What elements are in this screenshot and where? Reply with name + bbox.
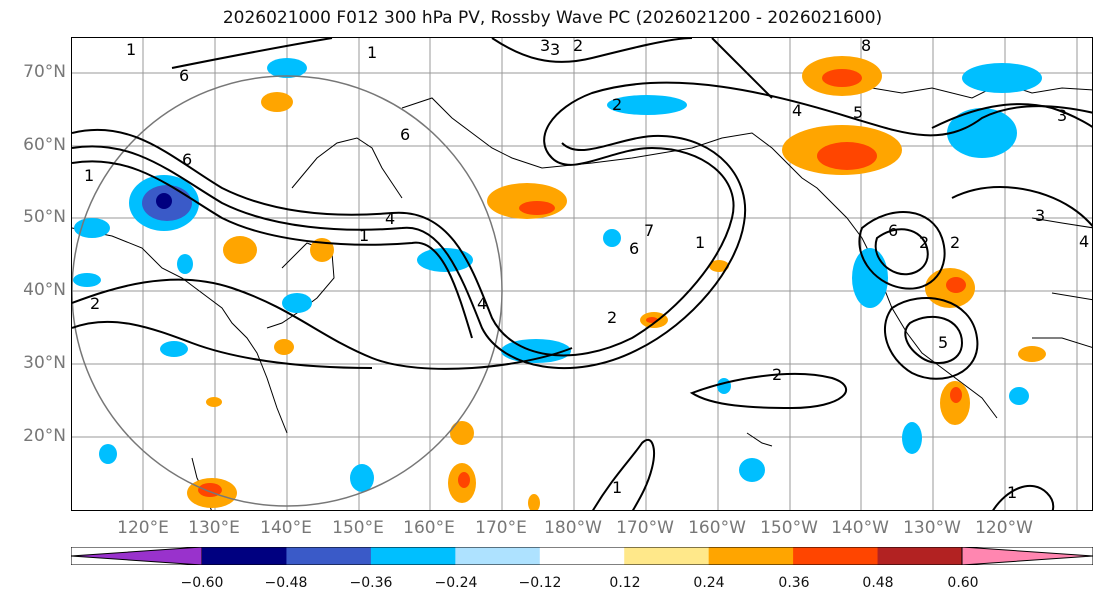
contour-label: 1 — [84, 166, 95, 185]
lon-label-130w: 130°W — [903, 518, 961, 538]
colorbar-cell — [286, 547, 372, 565]
contour-label: 2 — [607, 308, 618, 327]
lat-label-40: 40°N — [23, 280, 66, 300]
map-svg — [72, 38, 1092, 510]
colorbar-cell — [708, 547, 794, 565]
contour-label: 2 — [950, 233, 961, 252]
contour-label: 2 — [90, 294, 101, 313]
lon-label-140e: 140°E — [260, 518, 312, 538]
lon-label-180w: 180°W — [544, 518, 602, 538]
lon-label-170w: 170°W — [616, 518, 674, 538]
contour-label: 6 — [629, 239, 640, 258]
colorbar-tick-label: 0.12 — [609, 575, 641, 591]
lon-label-120w: 120°W — [975, 518, 1033, 538]
pv-shading-negative — [73, 58, 1042, 492]
lon-label-140w: 140°W — [831, 518, 889, 538]
contour-label: 2 — [772, 365, 783, 384]
plot-title: 2026021000 F012 300 hPa PV, Rossby Wave … — [222, 8, 883, 28]
contour-label: 6 — [179, 66, 190, 85]
contour-label: 4 — [477, 294, 488, 313]
contour-label: 2 — [612, 95, 623, 114]
contour-label: 1 — [367, 43, 378, 62]
contour-label: 4 — [385, 209, 396, 228]
colorbar-cell — [624, 547, 710, 565]
lat-label-50: 50°N — [23, 207, 66, 227]
colorbar-cell — [793, 547, 879, 565]
colorbar-cell — [455, 547, 541, 565]
contour-label: 5 — [853, 103, 864, 122]
lat-label-60: 60°N — [23, 135, 66, 155]
contour-label: 1 — [359, 226, 370, 245]
pv-contours — [72, 38, 1092, 510]
colorbar-extend-max — [961, 547, 1093, 565]
rossby-wave-circle — [72, 75, 503, 507]
colorbar-cell — [370, 547, 456, 565]
colorbar — [71, 547, 1093, 565]
lon-label-150e: 150°E — [332, 518, 384, 538]
colorbar-tick-label: 0.60 — [947, 575, 979, 591]
lon-label-160e: 160°E — [403, 518, 455, 538]
contour-label: 1 — [695, 233, 706, 252]
contour-label: 6 — [888, 221, 899, 240]
contour-label: 3 — [550, 40, 561, 59]
map-panel: 1 3 2 8 6 5 4 3 1 6 6 2 7 6 1 4 1 1 2 2 … — [71, 37, 1093, 511]
contour-label: 4 — [1079, 232, 1090, 251]
lon-label-170e: 170°E — [475, 518, 527, 538]
contour-label: 1 — [612, 478, 623, 497]
contour-label: 6 — [182, 150, 193, 169]
lat-label-20: 20°N — [23, 426, 66, 446]
lat-label-70: 70°N — [23, 62, 66, 82]
contour-label: 4 — [792, 101, 803, 120]
colorbar-tick-label: 0.36 — [778, 575, 810, 591]
contour-label: 3 — [540, 37, 551, 55]
colorbar-cell — [539, 547, 625, 565]
colorbar-tick-label: −0.12 — [518, 575, 562, 591]
lat-label-30: 30°N — [23, 353, 66, 373]
contour-label: 3 — [1035, 206, 1046, 225]
lon-label-150w: 150°W — [760, 518, 818, 538]
colorbar-cell — [202, 547, 287, 565]
contour-label: 8 — [861, 37, 872, 55]
lon-label-160w: 160°W — [688, 518, 746, 538]
contour-labels: 1 3 2 8 6 5 4 3 1 6 6 2 7 6 1 4 1 1 2 2 … — [72, 37, 1092, 510]
contour-label: 3 — [1057, 106, 1068, 125]
contour-label: 1 — [126, 40, 137, 59]
contour-label: 1 — [1007, 483, 1018, 502]
colorbar-tick-label: 0.48 — [862, 575, 894, 591]
contour-label: 2 — [573, 37, 584, 55]
colorbar-tick-label: −0.48 — [264, 575, 308, 591]
lon-label-120e: 120°E — [117, 518, 169, 538]
lon-label-130e: 130°E — [188, 518, 240, 538]
contour-label: 7 — [644, 221, 655, 240]
contour-label: 2 — [919, 233, 930, 252]
colorbar-tick-label: −0.24 — [434, 575, 478, 591]
colorbar-tick-label: −0.36 — [349, 575, 393, 591]
colorbar-tick-label: 0.24 — [693, 575, 725, 591]
colorbar-cell — [877, 547, 963, 565]
contour-label: 6 — [400, 125, 411, 144]
colorbar-tick-label: −0.60 — [180, 575, 224, 591]
colorbar-extend-min — [71, 547, 203, 565]
contour-label: 5 — [938, 333, 949, 352]
